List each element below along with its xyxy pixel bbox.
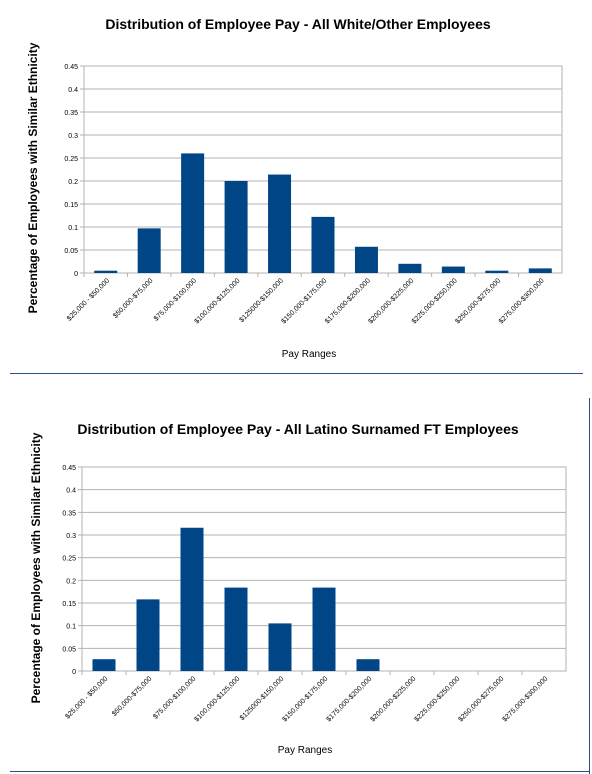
frame-right-border xyxy=(589,398,590,774)
y-axis-label: Percentage of Employees with Similar Eth… xyxy=(26,42,40,313)
x-axis-label: Pay Ranges xyxy=(282,349,336,360)
bar xyxy=(312,587,336,671)
x-tick-label: $200,000-$225,000 xyxy=(370,675,418,723)
y-tick-label: 0 xyxy=(72,669,76,676)
bar xyxy=(180,527,204,671)
x-tick-label: $150,000-$175,000 xyxy=(281,277,329,325)
y-tick-label: 0.45 xyxy=(62,465,76,472)
y-tick-label: 0.35 xyxy=(62,510,76,517)
bar xyxy=(137,228,161,273)
y-tick-label: 0.05 xyxy=(64,248,78,255)
x-tick-label: $100,000-$125,000 xyxy=(194,675,242,723)
bar xyxy=(181,153,205,273)
bar xyxy=(485,270,509,273)
bar xyxy=(268,174,292,273)
x-tick-label: $250,000-$275,000 xyxy=(458,675,506,723)
chart-title: Distribution of Employee Pay - All White… xyxy=(105,16,491,32)
x-tick-label: $25,000 - $50,000 xyxy=(66,277,111,322)
bar xyxy=(354,246,378,273)
x-tick-label: $75,000-$100,000 xyxy=(153,277,198,322)
bar xyxy=(311,216,335,273)
x-tick-label: $225,000-$250,000 xyxy=(414,675,462,723)
bar xyxy=(356,659,380,671)
bar xyxy=(398,263,422,273)
chart-title: Distribution of Employee Pay - All Latin… xyxy=(77,421,519,437)
bar xyxy=(268,623,292,671)
y-tick-label: 0.3 xyxy=(68,133,78,140)
bar xyxy=(224,587,248,671)
x-tick-label: $125000-$150,000 xyxy=(239,675,286,722)
bar xyxy=(94,270,118,273)
x-tick-label: $200,000-$225,000 xyxy=(367,277,415,325)
x-tick-label: $175,000-$200,000 xyxy=(326,675,374,723)
y-tick-label: 0.45 xyxy=(64,64,78,71)
y-tick-label: 0.35 xyxy=(64,110,78,117)
bar xyxy=(92,659,116,671)
x-tick-label: $175,000-$200,000 xyxy=(324,277,372,325)
chart-white-other: Distribution of Employee Pay - All White… xyxy=(26,16,563,360)
y-tick-label: 0.25 xyxy=(62,556,76,563)
y-tick-label: 0.2 xyxy=(66,578,76,585)
bar xyxy=(136,599,160,671)
x-tick-label: $50,000-$75,000 xyxy=(112,277,154,319)
section-divider xyxy=(10,373,583,374)
frame-bottom-border xyxy=(10,771,590,772)
x-tick-label: $275,000-$300,000 xyxy=(502,675,550,723)
y-tick-label: 0.1 xyxy=(68,225,78,232)
y-tick-label: 0 xyxy=(74,271,78,278)
bar xyxy=(441,266,465,273)
x-tick-label: $50,000-$75,000 xyxy=(111,675,153,717)
x-tick-label: $225,000-$250,000 xyxy=(411,277,459,325)
y-tick-label: 0.4 xyxy=(68,87,78,94)
bar xyxy=(528,268,552,273)
x-tick-label: $125000-$150,000 xyxy=(238,277,285,324)
y-tick-label: 0.05 xyxy=(62,646,76,653)
y-tick-label: 0.3 xyxy=(66,533,76,540)
x-tick-label: $75,000-$100,000 xyxy=(152,675,197,720)
plot-area: 0 0.05 0.1 0.15 0.2 0.25 0.3 0.35 0.4 0.45 $25,000… xyxy=(64,64,563,325)
chart-latino-surnamed: Distribution of Employee Pay - All Latin… xyxy=(29,421,567,756)
x-tick-label: $250,000-$275,000 xyxy=(454,277,502,325)
x-tick-label: $275,000-$300,000 xyxy=(498,277,546,325)
bar xyxy=(224,181,248,273)
y-tick-label: 0.15 xyxy=(64,202,78,209)
x-tick-label: $150,000-$175,000 xyxy=(282,675,330,723)
x-tick-label: $25,000 - $50,000 xyxy=(64,675,109,720)
y-tick-label: 0.25 xyxy=(64,156,78,163)
plot-area: 0 0.05 0.1 0.15 0.2 0.25 0.3 0.35 0.4 0.45 $25,000… xyxy=(62,465,567,723)
x-axis-label: Pay Ranges xyxy=(278,745,332,756)
x-tick-label: $100,000-$125,000 xyxy=(194,277,242,325)
y-tick-label: 0.4 xyxy=(66,488,76,495)
y-axis-label: Percentage of Employees with Similar Eth… xyxy=(29,432,43,703)
y-tick-label: 0.15 xyxy=(62,601,76,608)
y-tick-label: 0.2 xyxy=(68,179,78,186)
y-tick-label: 0.1 xyxy=(66,624,76,631)
